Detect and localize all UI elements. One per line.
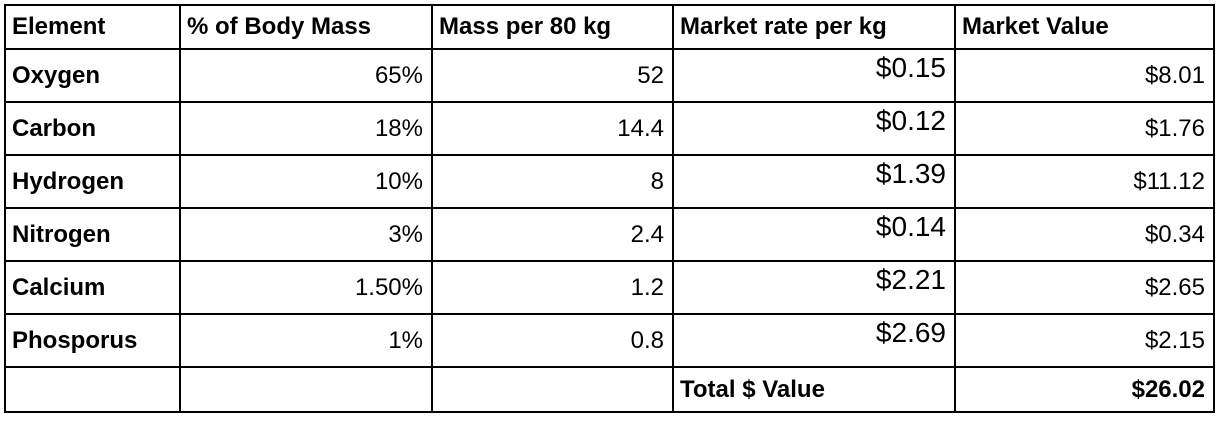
value-cell: 3% <box>179 207 433 262</box>
element-name: Nitrogen <box>4 207 181 262</box>
value-cell: $2.21 <box>672 260 956 315</box>
header-cell: Element <box>4 4 181 50</box>
element-table: Element% of Body Mass Mass per 80 kg Marke… <box>4 4 1215 413</box>
value-cell: $0.34 <box>954 207 1215 262</box>
total-label: Total $ Value <box>672 366 956 413</box>
table-row: Carbon 18% 14.4 $0.12 $1.76 <box>4 101 1215 156</box>
value-cell: $0.12 <box>672 101 956 156</box>
table-row: Calcium 1.50% 1.2 $2.21 $2.65 <box>4 260 1215 315</box>
value-cell: $11.12 <box>954 154 1215 209</box>
element-name: Oxygen <box>4 48 181 103</box>
table-row: Hydrogen 10% 8 $1.39 $11.12 <box>4 154 1215 209</box>
value-cell: $2.69 <box>672 313 956 368</box>
empty-cell <box>179 366 433 413</box>
value-cell: 1% <box>179 313 433 368</box>
table-row: Nitrogen 3% 2.4 $0.14 $0.34 <box>4 207 1215 262</box>
value-cell: $2.65 <box>954 260 1215 315</box>
value-cell: 1.50% <box>179 260 433 315</box>
value-cell: 8 <box>431 154 674 209</box>
element-name: Carbon <box>4 101 181 156</box>
value-cell: $2.15 <box>954 313 1215 368</box>
value-cell: $8.01 <box>954 48 1215 103</box>
value-cell: $1.76 <box>954 101 1215 156</box>
value-cell: 52 <box>431 48 674 103</box>
header-cell: Market rate per kg <box>672 4 956 50</box>
element-name: Calcium <box>4 260 181 315</box>
header-row: Element% of Body Mass Mass per 80 kg Marke… <box>4 4 1215 50</box>
empty-cell <box>431 366 674 413</box>
value-cell: 18% <box>179 101 433 156</box>
table-head: Element% of Body Mass Mass per 80 kg Marke… <box>4 4 1215 50</box>
value-cell: $0.15 <box>672 48 956 103</box>
table-row: Oxygen 65% 52 $0.15 $8.01 <box>4 48 1215 103</box>
table-row: Phosporus 1% 0.8 $2.69 $2.15 <box>4 313 1215 368</box>
value-cell: $1.39 <box>672 154 956 209</box>
table-body: Oxygen 65% 52 $0.15 $8.01 Carbon 18% 14.4 $0.12 $… <box>4 48 1215 413</box>
total-row: Total $ Value $26.02 <box>4 366 1215 413</box>
header-cell: Mass per 80 kg <box>431 4 674 50</box>
value-cell: 14.4 <box>431 101 674 156</box>
header-cell: % of Body Mass <box>179 4 433 50</box>
value-cell: $0.14 <box>672 207 956 262</box>
value-cell: 1.2 <box>431 260 674 315</box>
value-cell: 10% <box>179 154 433 209</box>
element-name: Phosporus <box>4 313 181 368</box>
value-cell: 0.8 <box>431 313 674 368</box>
element-name: Hydrogen <box>4 154 181 209</box>
value-cell: 2.4 <box>431 207 674 262</box>
value-cell: 65% <box>179 48 433 103</box>
empty-cell <box>4 366 181 413</box>
total-value: $26.02 <box>954 366 1215 413</box>
header-cell: Market Value <box>954 4 1215 50</box>
